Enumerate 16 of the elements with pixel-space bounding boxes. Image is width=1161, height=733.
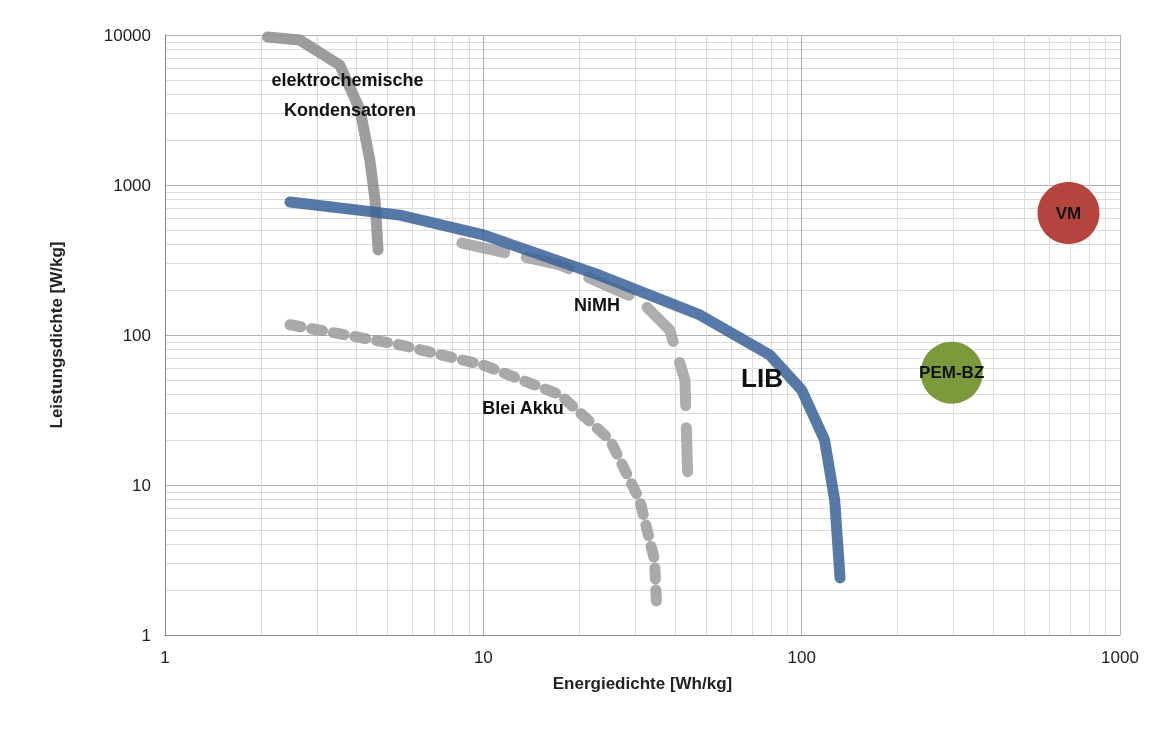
y-axis-title: Leistungsdichte [W/kg] <box>47 241 66 429</box>
annotation: NiMH <box>574 295 620 315</box>
y-tick-label: 1 <box>141 625 151 645</box>
y-tick-label: 10000 <box>103 25 151 45</box>
x-tick-label: 1 <box>160 648 170 667</box>
y-tick-label: 100 <box>122 325 151 345</box>
y-tick-label: 10 <box>132 475 151 495</box>
annotation: elektrochemische Kondensatoren <box>271 70 429 120</box>
x-tick-label: 10 <box>473 648 493 667</box>
annotation: Blei Akku <box>482 398 564 418</box>
x-tick-label: 1000 <box>1101 648 1139 667</box>
series-label: VM <box>1055 203 1082 223</box>
y-tick-label: 1000 <box>113 175 151 195</box>
x-tick-label: 100 <box>787 648 816 667</box>
x-axis-title: Energiedichte [Wh/kg] <box>552 674 733 693</box>
annotation: LIB <box>741 363 783 393</box>
